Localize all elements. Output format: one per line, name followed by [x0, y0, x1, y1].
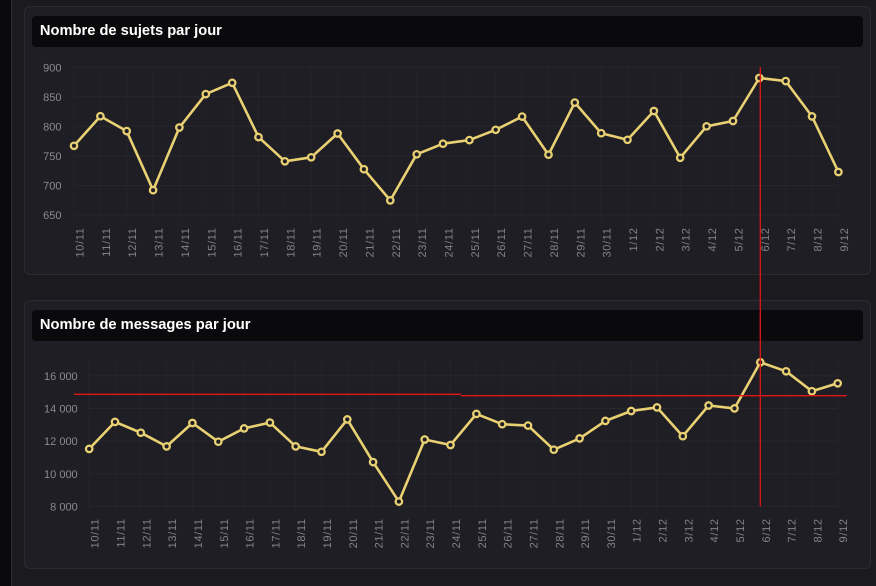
- svg-text:4/12: 4/12: [707, 227, 719, 251]
- svg-text:10/11: 10/11: [90, 518, 102, 548]
- svg-text:16 000: 16 000: [44, 371, 78, 383]
- svg-text:30/11: 30/11: [606, 518, 618, 548]
- svg-text:9/12: 9/12: [839, 227, 851, 251]
- svg-text:28/11: 28/11: [549, 227, 561, 257]
- svg-text:11/11: 11/11: [101, 227, 113, 256]
- svg-text:26/11: 26/11: [503, 518, 515, 548]
- svg-text:3/12: 3/12: [683, 518, 695, 542]
- svg-text:18/11: 18/11: [285, 227, 297, 257]
- svg-text:800: 800: [43, 121, 61, 133]
- svg-text:12 000: 12 000: [44, 436, 78, 448]
- svg-text:4/12: 4/12: [709, 518, 721, 542]
- svg-text:7/12: 7/12: [787, 518, 799, 542]
- svg-text:21/11: 21/11: [374, 518, 386, 548]
- svg-text:7/12: 7/12: [786, 227, 798, 251]
- svg-text:14 000: 14 000: [44, 404, 78, 416]
- svg-text:850: 850: [43, 92, 61, 104]
- svg-text:1/12: 1/12: [632, 518, 644, 542]
- svg-text:13/11: 13/11: [154, 227, 166, 257]
- svg-text:26/11: 26/11: [496, 227, 508, 257]
- svg-text:28/11: 28/11: [554, 518, 566, 548]
- svg-text:9/12: 9/12: [838, 518, 850, 542]
- svg-text:17/11: 17/11: [259, 227, 271, 257]
- svg-text:10 000: 10 000: [44, 469, 78, 481]
- svg-text:23/11: 23/11: [425, 518, 437, 548]
- svg-text:10/11: 10/11: [75, 227, 87, 257]
- svg-text:15/11: 15/11: [206, 227, 218, 257]
- svg-text:18/11: 18/11: [296, 518, 308, 548]
- svg-text:24/11: 24/11: [451, 518, 463, 548]
- svg-text:8/12: 8/12: [813, 227, 825, 251]
- svg-text:700: 700: [43, 181, 61, 193]
- svg-text:3/12: 3/12: [681, 227, 693, 251]
- svg-text:30/11: 30/11: [602, 227, 614, 257]
- svg-text:23/11: 23/11: [417, 227, 429, 257]
- svg-text:8 000: 8 000: [50, 501, 78, 513]
- svg-text:27/11: 27/11: [529, 518, 541, 548]
- svg-text:22/11: 22/11: [391, 227, 403, 257]
- svg-text:20/11: 20/11: [348, 518, 360, 548]
- svg-text:15/11: 15/11: [219, 518, 231, 548]
- svg-text:750: 750: [43, 151, 61, 163]
- svg-text:22/11: 22/11: [399, 518, 411, 548]
- svg-text:13/11: 13/11: [167, 518, 179, 548]
- svg-text:12/11: 12/11: [127, 227, 139, 257]
- svg-text:16/11: 16/11: [233, 227, 245, 257]
- svg-text:17/11: 17/11: [270, 518, 282, 548]
- svg-text:14/11: 14/11: [180, 227, 192, 257]
- svg-text:25/11: 25/11: [470, 227, 482, 257]
- svg-text:650: 650: [43, 210, 61, 222]
- svg-text:5/12: 5/12: [734, 227, 746, 251]
- svg-text:27/11: 27/11: [523, 227, 535, 257]
- svg-text:25/11: 25/11: [477, 518, 489, 548]
- svg-text:12/11: 12/11: [141, 518, 153, 548]
- svg-text:6/12: 6/12: [761, 518, 773, 542]
- svg-text:6/12: 6/12: [760, 227, 772, 251]
- svg-text:14/11: 14/11: [193, 518, 205, 548]
- svg-text:900: 900: [43, 62, 61, 74]
- svg-text:16/11: 16/11: [245, 518, 257, 548]
- svg-text:2/12: 2/12: [654, 227, 666, 251]
- svg-text:1/12: 1/12: [628, 227, 640, 251]
- svg-text:29/11: 29/11: [580, 518, 592, 548]
- svg-text:11/11: 11/11: [116, 518, 128, 547]
- svg-text:2/12: 2/12: [658, 518, 670, 542]
- svg-text:8/12: 8/12: [812, 518, 824, 542]
- svg-text:24/11: 24/11: [444, 227, 456, 257]
- svg-text:29/11: 29/11: [575, 227, 587, 257]
- svg-text:19/11: 19/11: [312, 227, 324, 257]
- svg-text:21/11: 21/11: [364, 227, 376, 257]
- svg-text:19/11: 19/11: [322, 518, 334, 548]
- svg-text:20/11: 20/11: [338, 227, 350, 257]
- svg-text:5/12: 5/12: [735, 518, 747, 542]
